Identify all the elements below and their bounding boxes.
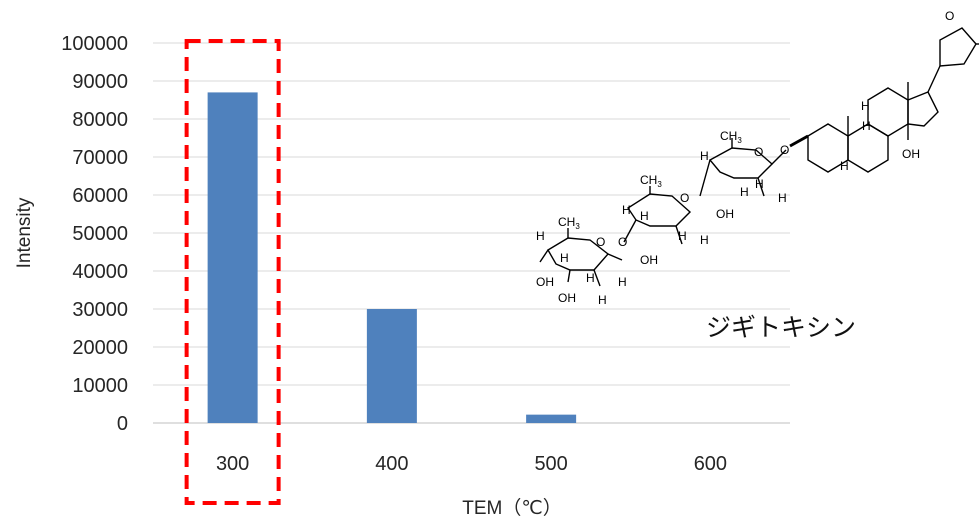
y-tick-label: 30000 (72, 299, 128, 321)
atom-label-oh: OH (716, 207, 734, 221)
methyl-label: CH3 (640, 173, 662, 189)
x-axis-ticks: 300 400 500 600 (216, 453, 727, 475)
atom-label-o: O (754, 145, 763, 159)
bar-300 (207, 92, 258, 424)
y-tick-label: 100000 (61, 33, 128, 55)
atom-label-h: H (778, 191, 787, 205)
atom-label-oh: OH (558, 291, 576, 305)
bars (207, 92, 577, 424)
methyl-label: CH3 (558, 215, 580, 231)
y-axis-title: Intensity (14, 197, 35, 268)
y-tick-label: 20000 (72, 337, 128, 359)
gridlines (153, 42, 790, 424)
highlight-box-300 (184, 39, 281, 505)
atom-label-h: H (840, 159, 849, 173)
bar-500 (526, 414, 577, 423)
x-tick-label: 500 (534, 453, 567, 475)
atom-label-h: H (755, 177, 764, 191)
atom-label-h: H (618, 275, 627, 289)
atom-label-o: O (680, 191, 689, 205)
atom-label-o: O (945, 9, 954, 23)
x-tick-label: 400 (375, 453, 408, 475)
bar-400 (366, 309, 417, 423)
y-tick-label: 60000 (72, 185, 128, 207)
atom-label-h: H (622, 203, 631, 217)
x-axis-title: TEM（℃） (462, 497, 561, 519)
atom-label-h: H (700, 233, 709, 247)
atom-label-h: H (598, 293, 607, 307)
y-tick-label: 50000 (72, 223, 128, 245)
x-tick-label: 300 (216, 453, 249, 475)
atom-label-h: H (678, 229, 687, 243)
atom-label-oh: OH (902, 147, 920, 161)
atom-label-o: O (618, 235, 627, 249)
atom-label-h: H (740, 185, 749, 199)
y-tick-label: 70000 (72, 147, 128, 169)
atom-label-oh: OH (640, 253, 658, 267)
atom-label-h: H (586, 271, 595, 285)
y-tick-label: 40000 (72, 261, 128, 283)
atom-label-h: H (640, 209, 649, 223)
atom-label-h: H (861, 99, 870, 113)
atom-label-h: H (700, 149, 709, 163)
y-axis-ticks: 1000009000080000700006000050000400003000… (61, 33, 128, 435)
atom-label-h: H (560, 251, 569, 265)
y-tick-label: 0 (117, 413, 128, 435)
y-tick-label: 10000 (72, 375, 128, 397)
atom-label-h: H (536, 229, 545, 243)
methyl-label: CH3 (720, 129, 742, 145)
atom-label-o: O (780, 143, 789, 157)
y-tick-label: 80000 (72, 109, 128, 131)
atom-label-h: H (862, 119, 871, 133)
y-tick-label: 90000 (72, 71, 128, 93)
atom-label-o: O (596, 235, 605, 249)
compound-name: ジギトキシン (706, 313, 857, 342)
atom-label-oh: OH (536, 275, 554, 289)
x-tick-label: 600 (694, 453, 727, 475)
